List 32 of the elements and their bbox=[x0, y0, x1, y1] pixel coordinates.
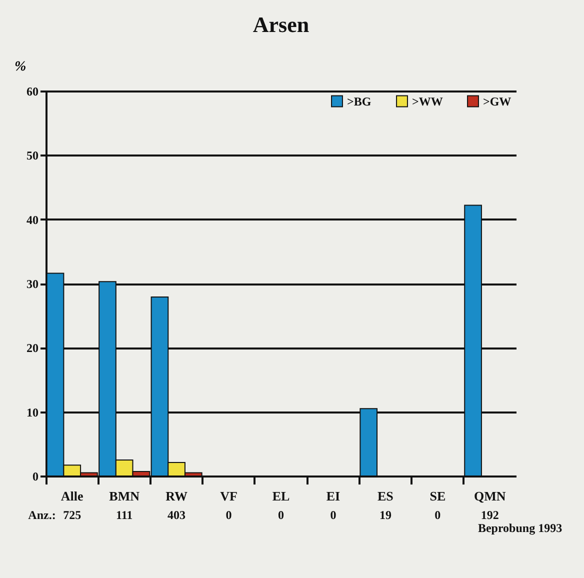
y-tick-label: 30 bbox=[26, 277, 38, 291]
text: 0 bbox=[330, 508, 336, 522]
x-tick-label: ES bbox=[377, 488, 394, 504]
x-tick-label: RW bbox=[166, 488, 188, 504]
x-tick-label: SE bbox=[430, 488, 446, 504]
text: Anz.: bbox=[28, 508, 56, 522]
x-tick-label: QMN bbox=[474, 488, 506, 504]
legend-label: >WW bbox=[412, 94, 443, 108]
text: 19 bbox=[379, 508, 392, 522]
y-tick-label: 10 bbox=[26, 405, 38, 420]
y-tick-label: 50 bbox=[26, 148, 38, 163]
text: 0 bbox=[434, 508, 441, 522]
legend-label: >GW bbox=[483, 94, 512, 108]
x-tick-label: Alle bbox=[60, 488, 84, 504]
x-tick-label: BMN bbox=[109, 488, 140, 504]
y-tick-label: 20 bbox=[26, 341, 38, 356]
y-tick-label: 60 bbox=[26, 84, 38, 98]
text: 0 bbox=[278, 508, 284, 522]
text: 111 bbox=[116, 508, 133, 522]
text: 403 bbox=[168, 508, 186, 522]
legend-label: >BG bbox=[347, 94, 372, 108]
x-tick-label: EL bbox=[272, 488, 290, 504]
chart-title: Arsen bbox=[252, 12, 310, 37]
text: 0 bbox=[226, 508, 232, 522]
text: Beprobung 1993 bbox=[478, 521, 562, 535]
text: 725 bbox=[63, 508, 82, 522]
text: 192 bbox=[480, 508, 499, 522]
y-tick-label: 40 bbox=[26, 212, 38, 227]
x-tick-label: VF bbox=[220, 488, 238, 504]
x-tick-label: EI bbox=[326, 488, 340, 504]
y-tick-label: 0 bbox=[32, 470, 38, 484]
y-axis-title: % bbox=[14, 60, 26, 74]
